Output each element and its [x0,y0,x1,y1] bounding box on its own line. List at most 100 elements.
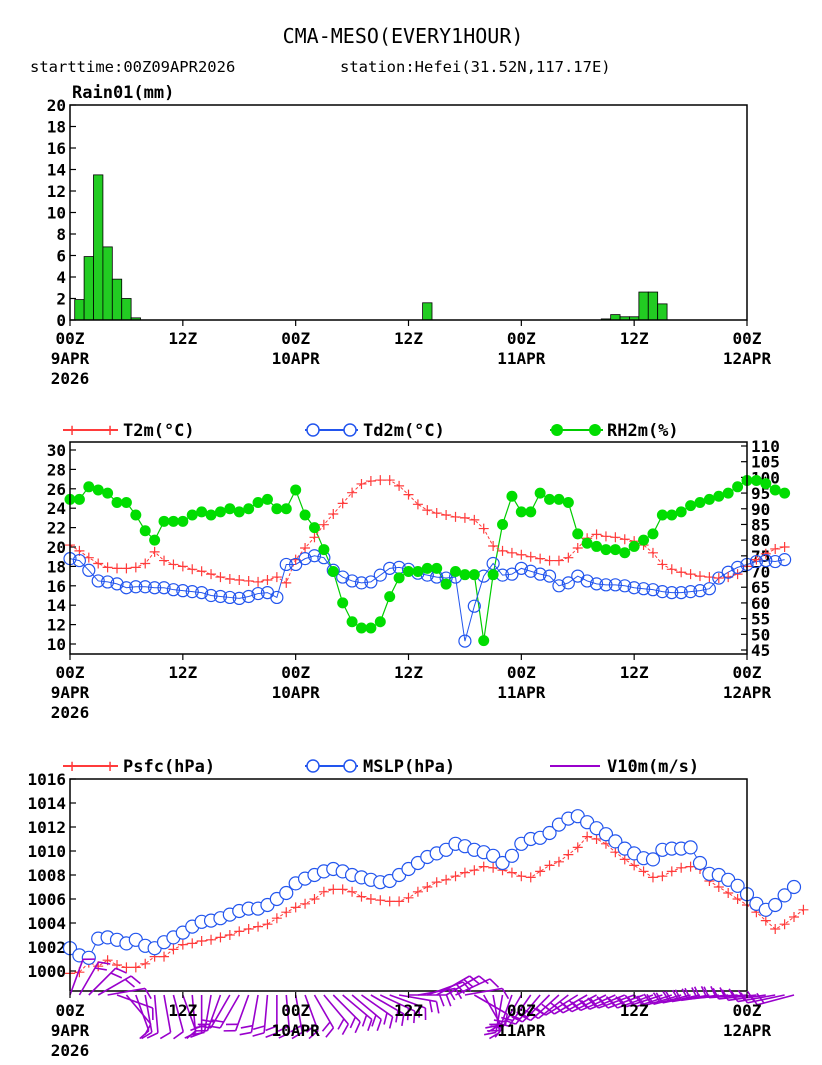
wind-barb-flag [590,998,600,1009]
psfc-point [582,831,593,842]
x-tick-label: 00Z [733,1001,762,1020]
td2m-point [157,581,171,595]
wind-barb-flag [211,1019,224,1023]
t2m-point [525,551,536,562]
rh2m-point [450,566,462,578]
td2m-point [176,584,190,598]
psfc-point [544,860,555,871]
x-tick-label: 00Z [507,1001,536,1020]
wind-barb-flag [665,990,673,1003]
rh2m-point [750,475,762,487]
t2m-point [187,564,198,575]
wind-barb-flag [130,975,141,985]
rh2m-point [83,481,95,493]
mslp-point [486,848,501,863]
psfc-point [798,904,809,915]
x-tick-label: 00Z [281,329,310,348]
t2m-point [102,562,113,573]
wind-barb-flag [587,997,597,1008]
y-tick-label: 80 [751,531,770,550]
y-tick-label: 90 [751,500,770,519]
x-tick-label: 00Z [56,663,85,682]
td2m-point [467,599,481,613]
psfc-point [318,886,329,897]
mslp-point [504,848,520,863]
td2m-point [768,554,782,569]
mslp-point [495,855,510,871]
wind-barb-flag [691,987,698,999]
temp-rh-series [63,475,792,648]
rh2m-point [261,493,273,505]
t2m-point [488,541,499,552]
rh2m-point [233,506,245,518]
wind-barb-shaft [234,994,250,1031]
t2m-point [422,505,433,516]
td2m-point [702,582,716,596]
td2m-point [204,588,218,603]
psfc-point [262,919,273,930]
x-tick-label: 00Z [281,1001,310,1020]
psfc-point [713,882,724,892]
wind-barb-flag [406,1008,410,1021]
td2m-point [345,574,359,588]
psfc-point [253,921,264,932]
td2m-point [608,578,622,592]
rh2m-point [102,487,114,499]
wind-barb-flag [674,989,682,1001]
y-tick-label: 1012 [27,818,66,837]
wind-barb-shaft [191,994,197,1033]
wind-barb-flag [306,1023,317,1033]
wind-barb-flag [721,989,729,1001]
svg-text:+: + [67,420,78,441]
wind-barb-flag [388,1016,394,1029]
x-tick-label: 00Z [507,329,536,348]
rh2m-point [656,509,668,521]
psfc-point [187,938,198,949]
wind-barb-flag [349,1016,357,1029]
y-tick-label: 20 [47,538,66,557]
rh2m-point [647,528,659,540]
y-tick-label: 12 [47,182,66,201]
y-tick-label: 1004 [27,914,66,933]
rh2m-point [591,540,603,552]
psfc-point [469,865,480,876]
t2m-point [770,543,781,554]
wind-barb-flag [544,1005,555,1015]
x-date-label: 9APR [51,1021,90,1040]
td2m-point [82,563,96,577]
x-tick-label: 12Z [394,663,423,682]
rh2m-point [619,547,631,559]
wind-barb-flag [445,994,452,1007]
wind-barb-flag [508,1014,521,1020]
psfc-point [206,934,217,945]
y-tick-label: 16 [47,139,66,158]
td2m-point [580,574,594,588]
x-tick-label: 00Z [56,1001,85,1020]
psfc-point [309,894,320,904]
psfc-point [666,866,677,877]
psfc-point [629,860,640,871]
td2m-point [251,586,265,601]
psfc-point [130,962,141,973]
wind-barb-flag [490,1025,503,1029]
psfc-point [403,892,414,903]
wind-barb-flag [371,1014,377,1027]
td2m-point [383,561,397,575]
rain-bar [111,278,123,321]
wind-barb-flag [159,1031,172,1040]
rain-bar [93,174,104,321]
psfc-point [770,924,781,934]
t2m-point [121,563,132,574]
y-tick-label: 110 [751,437,780,456]
td2m-point [289,557,303,572]
t2m-point [365,476,376,487]
rain-bar [647,291,659,321]
td2m-point [674,585,688,600]
y-tick-label: 50 [751,625,770,644]
rh2m-point [214,506,226,518]
x-date-label: 11APR [497,683,546,702]
wind-barb-flag [516,1011,528,1018]
t2m-point [318,519,329,530]
rh2m-point [572,528,584,540]
